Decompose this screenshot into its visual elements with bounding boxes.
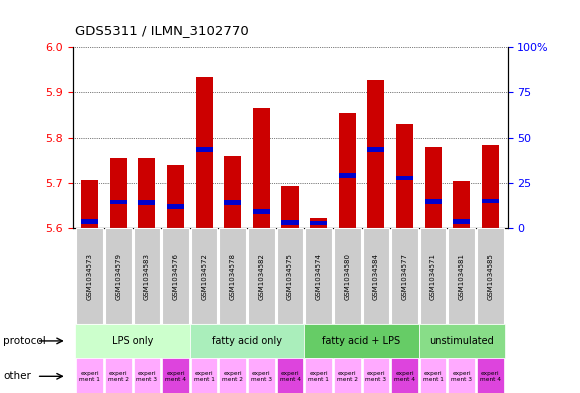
Bar bbox=[339, 113, 356, 228]
Text: GSM1034585: GSM1034585 bbox=[487, 253, 494, 299]
Text: GSM1034572: GSM1034572 bbox=[201, 253, 207, 299]
Bar bbox=[138, 158, 155, 228]
Bar bbox=[339, 173, 356, 178]
Text: protocol: protocol bbox=[3, 336, 46, 346]
Text: experi
ment 4: experi ment 4 bbox=[480, 371, 501, 382]
Bar bbox=[453, 182, 470, 228]
Text: GSM1034575: GSM1034575 bbox=[287, 253, 293, 299]
Bar bbox=[110, 158, 127, 228]
Text: experi
ment 3: experi ment 3 bbox=[251, 371, 272, 382]
Bar bbox=[453, 219, 470, 224]
Text: GDS5311 / ILMN_3102770: GDS5311 / ILMN_3102770 bbox=[75, 24, 249, 37]
Text: experi
ment 1: experi ment 1 bbox=[194, 371, 215, 382]
Bar bbox=[110, 200, 127, 204]
Bar bbox=[81, 219, 98, 224]
Bar bbox=[81, 180, 98, 228]
Text: other: other bbox=[3, 371, 31, 381]
Bar bbox=[396, 124, 413, 228]
Bar bbox=[396, 176, 413, 180]
Text: GSM1034584: GSM1034584 bbox=[373, 253, 379, 299]
Text: experi
ment 1: experi ment 1 bbox=[79, 371, 100, 382]
Text: experi
ment 3: experi ment 3 bbox=[451, 371, 472, 382]
Text: experi
ment 4: experi ment 4 bbox=[165, 371, 186, 382]
Text: experi
ment 4: experi ment 4 bbox=[394, 371, 415, 382]
Text: GSM1034582: GSM1034582 bbox=[258, 253, 264, 299]
Bar bbox=[253, 209, 270, 214]
Text: fatty acid + LPS: fatty acid + LPS bbox=[322, 336, 401, 346]
Text: GSM1034574: GSM1034574 bbox=[316, 253, 322, 299]
Bar bbox=[482, 198, 499, 203]
Text: experi
ment 2: experi ment 2 bbox=[222, 371, 243, 382]
Bar bbox=[367, 80, 385, 228]
Text: GSM1034576: GSM1034576 bbox=[172, 253, 179, 299]
Bar bbox=[367, 147, 385, 152]
Bar bbox=[482, 145, 499, 228]
Text: GSM1034583: GSM1034583 bbox=[144, 253, 150, 299]
Text: experi
ment 2: experi ment 2 bbox=[108, 371, 129, 382]
Bar bbox=[310, 221, 327, 225]
Bar bbox=[425, 200, 442, 204]
Bar bbox=[310, 218, 327, 228]
Text: unstimulated: unstimulated bbox=[429, 336, 494, 346]
Bar bbox=[224, 200, 241, 205]
Bar bbox=[425, 147, 442, 228]
Text: experi
ment 3: experi ment 3 bbox=[136, 371, 157, 382]
Text: experi
ment 1: experi ment 1 bbox=[423, 371, 444, 382]
Text: GSM1034579: GSM1034579 bbox=[115, 253, 121, 299]
Text: experi
ment 3: experi ment 3 bbox=[365, 371, 386, 382]
Text: GSM1034571: GSM1034571 bbox=[430, 253, 436, 299]
Text: LPS only: LPS only bbox=[112, 336, 153, 346]
Bar bbox=[224, 156, 241, 228]
Text: experi
ment 4: experi ment 4 bbox=[280, 371, 300, 382]
Bar bbox=[195, 77, 213, 228]
Text: experi
ment 2: experi ment 2 bbox=[337, 371, 358, 382]
Bar bbox=[281, 220, 299, 225]
Text: GSM1034573: GSM1034573 bbox=[86, 253, 93, 299]
Text: GSM1034577: GSM1034577 bbox=[401, 253, 408, 299]
Bar bbox=[253, 108, 270, 228]
Text: GSM1034581: GSM1034581 bbox=[459, 253, 465, 299]
Bar bbox=[195, 147, 213, 152]
Bar bbox=[281, 186, 299, 228]
Bar bbox=[167, 204, 184, 209]
Bar bbox=[138, 200, 155, 205]
Text: GSM1034580: GSM1034580 bbox=[345, 253, 350, 299]
Text: experi
ment 1: experi ment 1 bbox=[308, 371, 329, 382]
Text: GSM1034578: GSM1034578 bbox=[230, 253, 235, 299]
Bar bbox=[167, 165, 184, 228]
Text: fatty acid only: fatty acid only bbox=[212, 336, 282, 346]
